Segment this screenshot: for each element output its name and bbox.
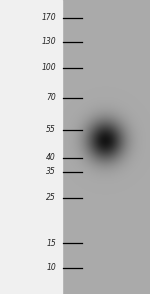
Text: 100: 100	[41, 64, 56, 73]
Text: 170: 170	[41, 14, 56, 23]
Text: 35: 35	[46, 168, 56, 176]
Text: 130: 130	[41, 38, 56, 46]
Bar	[0, 0, 62, 294]
Text: 15: 15	[46, 238, 56, 248]
Text: 10: 10	[46, 263, 56, 273]
Text: 25: 25	[46, 193, 56, 203]
Bar	[62, 0, 150, 294]
Text: 55: 55	[46, 126, 56, 134]
Text: 70: 70	[46, 93, 56, 103]
Text: 40: 40	[46, 153, 56, 163]
Bar	[0, 0, 62, 294]
